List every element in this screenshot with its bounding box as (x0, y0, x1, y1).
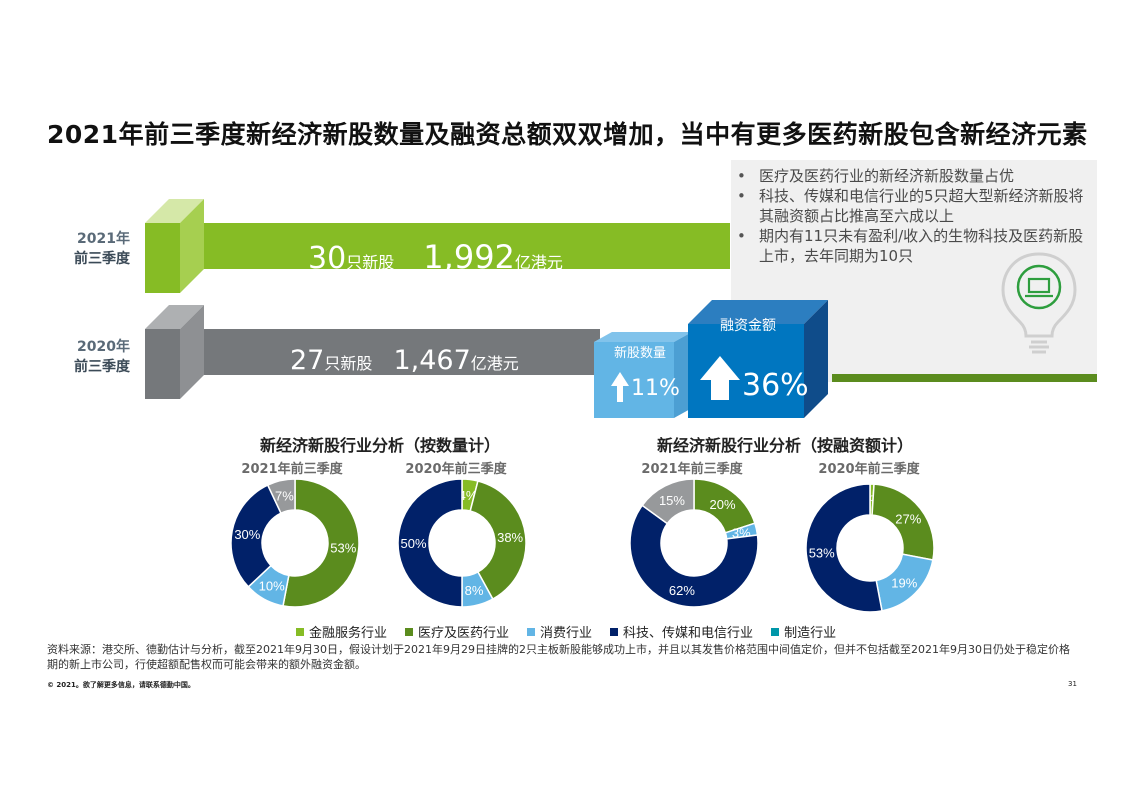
donut-slice-label: 50% (400, 536, 426, 551)
bar-2021-top (145, 199, 204, 223)
donut-slice-label: 27% (895, 511, 921, 526)
legend-label: 科技、传媒和电信行业 (623, 626, 754, 641)
donut-slice (805, 483, 883, 613)
growth-count-pct: 11% (631, 376, 680, 401)
legend-item: 消费行业 (527, 622, 592, 641)
donut-slice-label: 53% (809, 546, 835, 561)
bar-amount-value: 1,992 (423, 238, 515, 276)
legend-label: 金融服务行业 (309, 626, 388, 641)
legend-item: 科技、传媒和电信行业 (610, 622, 753, 641)
growth-amount-pct: 36% (742, 368, 809, 403)
donut-slice-label: 10% (259, 579, 285, 594)
legend-label: 制造行业 (784, 626, 837, 641)
bar-2021-body (204, 223, 730, 269)
legend-item: 制造行业 (771, 622, 836, 641)
legend-swatch (405, 627, 414, 636)
bar-2021 (145, 199, 730, 293)
page-title: 2021年前三季度新经济新股数量及融资总额双双增加，当中有更多医药新股包含新经济… (47, 120, 1088, 149)
year-label-2021: 2021年 前三季度 (40, 229, 130, 269)
donut-slice (629, 504, 759, 608)
year-label-2020: 2020年 前三季度 (40, 337, 130, 377)
bar-amount-unit: 亿港元 (514, 253, 563, 272)
bar-2020-side (180, 305, 204, 399)
donut-chart-count-2020: 4%38%8%50% (397, 478, 527, 608)
bar-2020-text: 27只新股 1,467亿港元 (290, 345, 519, 376)
bar-2021-text: 30只新股 1,992亿港元 (308, 238, 563, 276)
bar-2020 (145, 305, 600, 399)
donut-slice-label: 62% (669, 583, 695, 598)
copyright-text: © 2021。欲了解更多信息，请联系德勤中国。 (47, 681, 195, 689)
donut-subtitle: 2020年前三季度 (405, 462, 507, 477)
bar-count-value: 27 (290, 345, 325, 376)
chart-title-by-amount: 新经济新股行业分析（按融资额计） (656, 436, 913, 455)
amount-box-top (688, 300, 828, 324)
page-number: 31 (1068, 680, 1077, 688)
donut-slice-label: 20% (709, 497, 735, 512)
donut-slice-label: 8% (465, 583, 484, 598)
bar-count-unit: 只新股 (346, 253, 395, 272)
arrow-up-icon (611, 372, 629, 402)
amount-box-side (804, 300, 828, 418)
donut-slice (469, 480, 527, 601)
arrow-up-icon (700, 356, 740, 400)
bar-2020-front (145, 329, 180, 399)
legend-label: 医疗及医药行业 (418, 626, 510, 641)
bar-count-unit: 只新股 (324, 354, 373, 373)
bar-count-value: 30 (308, 241, 347, 276)
chart-title-by-count: 新经济新股行业分析（按数量计） (259, 436, 500, 455)
bar-2020-top (145, 305, 204, 329)
lightbulb-icon (1001, 252, 1077, 354)
source-note: 资料来源：港交所、德勤估计与分析，截至2021年9月30日，假设计划于2021年… (47, 643, 1070, 671)
legend-swatch (527, 627, 536, 636)
bar-2021-front (145, 223, 180, 293)
legend-item: 金融服务行业 (296, 622, 387, 641)
year-label-line: 前三季度 (74, 359, 130, 375)
donut-slice (230, 484, 282, 588)
growth-amount-label: 融资金额 (720, 318, 776, 334)
donut-chart-amount-2021: 20%3%62%15% (629, 478, 759, 608)
donut-slice-label: 15% (659, 493, 685, 508)
donut-chart-count-2021: 53% 10% 30% 7% (230, 478, 360, 608)
donut-slice-label: 19% (891, 575, 917, 590)
chart-legend: 金融服务行业 医疗及医药行业 消费行业 科技、传媒和电信行业 制造行业 (296, 622, 836, 641)
donut-slice-label: 53% (330, 541, 356, 556)
donut-slice-label: 38% (497, 530, 523, 545)
donut-slice-label: 30% (234, 527, 260, 542)
lightbulb-base-bar (832, 374, 1097, 382)
year-label-line: 前三季度 (74, 251, 130, 267)
donut-chart-amount-2020: 1%27%19%53% (805, 483, 935, 613)
count-box-front (594, 342, 674, 418)
bar-2021-side (180, 199, 204, 293)
donut-slice-label: 7% (275, 489, 294, 504)
count-box-side (674, 332, 692, 418)
legend-label: 消费行业 (540, 626, 593, 641)
growth-count-label: 新股数量 (614, 346, 667, 361)
donut-slice (641, 478, 695, 525)
donut-slice (397, 478, 463, 608)
legend-swatch (296, 627, 304, 636)
bar-2020-body (204, 329, 600, 375)
bar-amount-value: 1,467 (393, 345, 471, 376)
year-label-line: 2020年 (77, 339, 130, 355)
donut-slice (871, 483, 935, 561)
laptop-circle (1016, 264, 1062, 310)
donut-subtitle: 2021年前三季度 (641, 462, 743, 477)
donut-subtitle: 2021年前三季度 (241, 462, 343, 477)
info-bullet: 医疗及医药行业的新经济新股数量占优 (737, 166, 1089, 186)
amount-box-front (688, 324, 804, 418)
legend-item: 医疗及医药行业 (405, 622, 509, 641)
info-bullet: 期内有11只未有盈利/收入的生物科技及医药新股上市，去年同期为10只 (737, 226, 1089, 266)
legend-swatch (610, 627, 619, 636)
donut-subtitle: 2020年前三季度 (818, 462, 920, 477)
bar-amount-unit: 亿港元 (470, 354, 519, 373)
donut-slice (282, 478, 360, 608)
donut-slice (266, 478, 296, 515)
growth-boxes (594, 300, 828, 418)
legend-swatch (771, 627, 780, 636)
info-bullet-list: 医疗及医药行业的新经济新股数量占优 科技、传媒和电信行业的5只超大型新经济新股将… (731, 160, 1097, 266)
info-bullet: 科技、传媒和电信行业的5只超大型新经济新股将其融资额占比推高至六成以上 (737, 186, 1089, 226)
year-label-line: 2021年 (77, 231, 130, 247)
